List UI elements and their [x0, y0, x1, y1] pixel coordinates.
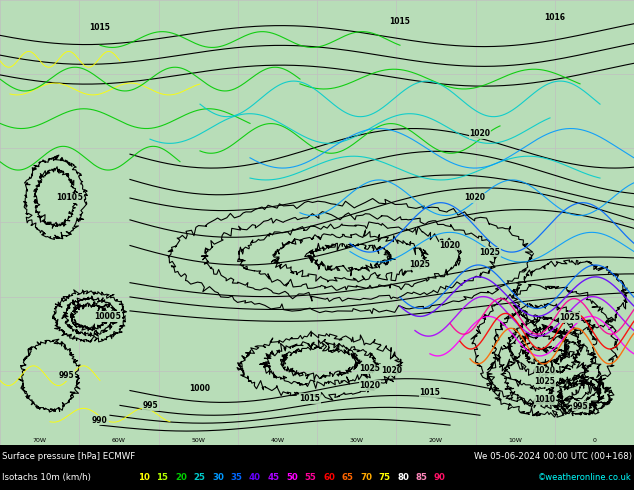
Text: 15: 15 — [157, 473, 169, 483]
Text: 1025: 1025 — [560, 313, 581, 322]
Text: 20: 20 — [175, 473, 187, 483]
Text: 1020: 1020 — [470, 129, 491, 138]
Text: 60W: 60W — [112, 438, 126, 443]
Text: 1000: 1000 — [94, 312, 115, 321]
Text: 1016: 1016 — [545, 13, 566, 23]
Text: 0: 0 — [592, 438, 597, 443]
Text: 1020: 1020 — [465, 193, 486, 202]
Text: 65: 65 — [342, 473, 353, 483]
Text: 1020: 1020 — [439, 241, 460, 250]
Text: 1015: 1015 — [299, 394, 320, 403]
Text: 1025: 1025 — [359, 364, 380, 373]
Text: 40: 40 — [249, 473, 261, 483]
Text: 1025: 1025 — [410, 261, 430, 270]
Text: Surface pressure [hPa] ECMWF: Surface pressure [hPa] ECMWF — [2, 452, 135, 462]
Text: ©weatheronline.co.uk: ©weatheronline.co.uk — [538, 473, 632, 483]
Text: 1025: 1025 — [534, 377, 555, 386]
Text: 1020: 1020 — [359, 381, 380, 390]
Text: 1015: 1015 — [89, 23, 110, 32]
Text: 85: 85 — [415, 473, 427, 483]
Text: 10: 10 — [138, 473, 150, 483]
Text: 60: 60 — [323, 473, 335, 483]
Text: 25: 25 — [193, 473, 205, 483]
Text: 55: 55 — [304, 473, 316, 483]
Text: 1015: 1015 — [389, 17, 410, 26]
Text: 990: 990 — [92, 416, 108, 425]
Text: 995: 995 — [142, 401, 158, 410]
Text: 1015: 1015 — [420, 388, 441, 397]
Text: 995: 995 — [573, 402, 588, 411]
Text: 995: 995 — [59, 371, 75, 380]
Text: 40W: 40W — [270, 438, 285, 443]
Text: 1020: 1020 — [382, 366, 403, 375]
Text: 1010: 1010 — [56, 193, 77, 202]
Text: 90: 90 — [434, 473, 446, 483]
Text: 1000: 1000 — [190, 384, 210, 393]
Text: 1015: 1015 — [63, 193, 84, 202]
Text: Isotachs 10m (km/h): Isotachs 10m (km/h) — [2, 473, 91, 483]
Text: 80: 80 — [397, 473, 409, 483]
Text: 1025: 1025 — [479, 247, 500, 257]
Text: 45: 45 — [268, 473, 280, 483]
Text: 30: 30 — [212, 473, 224, 483]
Text: 1005: 1005 — [101, 312, 122, 321]
Text: 75: 75 — [378, 473, 391, 483]
Text: 35: 35 — [231, 473, 242, 483]
Text: 1020: 1020 — [534, 367, 555, 375]
Text: 10W: 10W — [508, 438, 522, 443]
Text: 70: 70 — [360, 473, 372, 483]
Text: 1010: 1010 — [534, 395, 555, 404]
Text: 50W: 50W — [191, 438, 205, 443]
Text: 30W: 30W — [349, 438, 364, 443]
Text: 20W: 20W — [429, 438, 443, 443]
Text: 70W: 70W — [32, 438, 47, 443]
Text: 50: 50 — [286, 473, 298, 483]
Text: We 05-06-2024 00:00 UTC (00+168): We 05-06-2024 00:00 UTC (00+168) — [474, 452, 632, 462]
